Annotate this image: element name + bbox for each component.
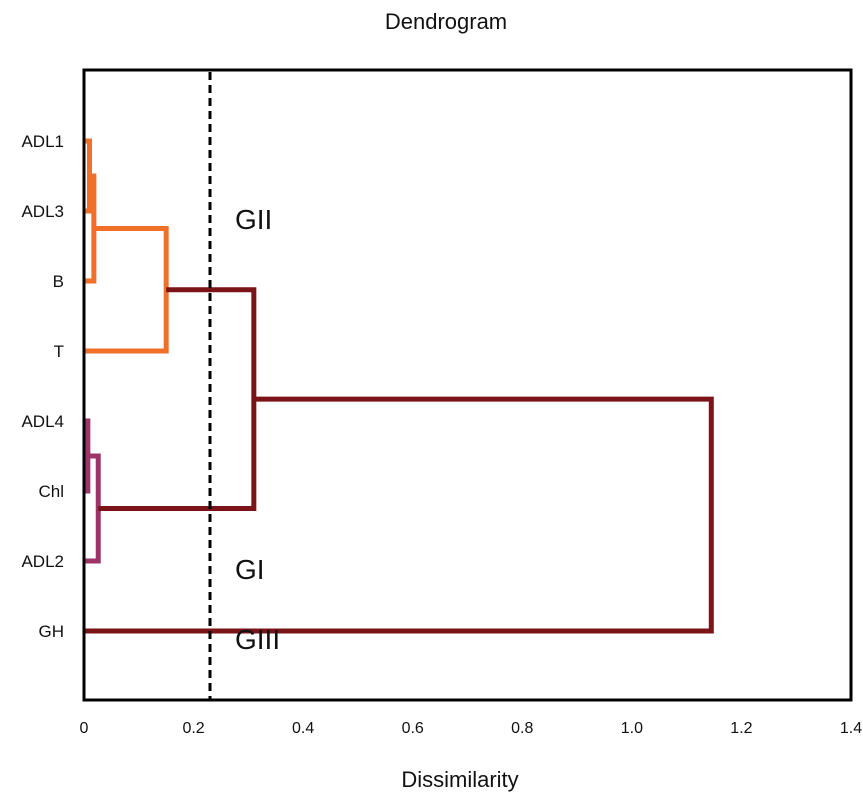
chart-title: Dendrogram: [385, 9, 507, 34]
plot-frame: [82, 68, 853, 702]
dendrogram-link-m2: [84, 173, 97, 284]
x-tick-label: 0.2: [182, 720, 204, 737]
x-tick-label: 1.4: [840, 720, 862, 737]
group-label: GIII: [235, 624, 280, 655]
dendrogram-link-m6: [98, 287, 257, 511]
leaf-label: Chl: [38, 482, 64, 501]
leaf-label: B: [53, 272, 64, 291]
x-axis-ticks: 0 0.2 0.4 0.6 0.8 1.0 1.2 1.4: [80, 720, 863, 737]
leaf-label: ADL2: [21, 552, 64, 571]
leaf-label: ADL4: [21, 412, 64, 431]
x-tick-label: 0.4: [292, 720, 314, 737]
dendrogram-links: [84, 138, 714, 634]
x-tick-label: 1.0: [621, 720, 643, 737]
group-labels: GII GI GIII: [235, 204, 280, 655]
x-tick-label: 0.6: [402, 720, 424, 737]
x-tick-label: 0.8: [511, 720, 533, 737]
group-label: GI: [235, 554, 265, 585]
leaf-label: ADL1: [21, 132, 64, 151]
x-axis-label: Dissimilarity: [401, 767, 518, 792]
x-tick-label: 0: [80, 720, 89, 737]
leaf-label: T: [54, 342, 64, 361]
x-tick-label: 1.2: [730, 720, 752, 737]
group-label: GII: [235, 204, 272, 235]
leaf-label: ADL3: [21, 202, 64, 221]
leaf-label: GH: [39, 622, 65, 641]
dendrogram-link-m7: [84, 396, 714, 634]
leaf-labels: ADL1 ADL3 B T ADL4 Chl ADL2 GH: [21, 132, 64, 641]
